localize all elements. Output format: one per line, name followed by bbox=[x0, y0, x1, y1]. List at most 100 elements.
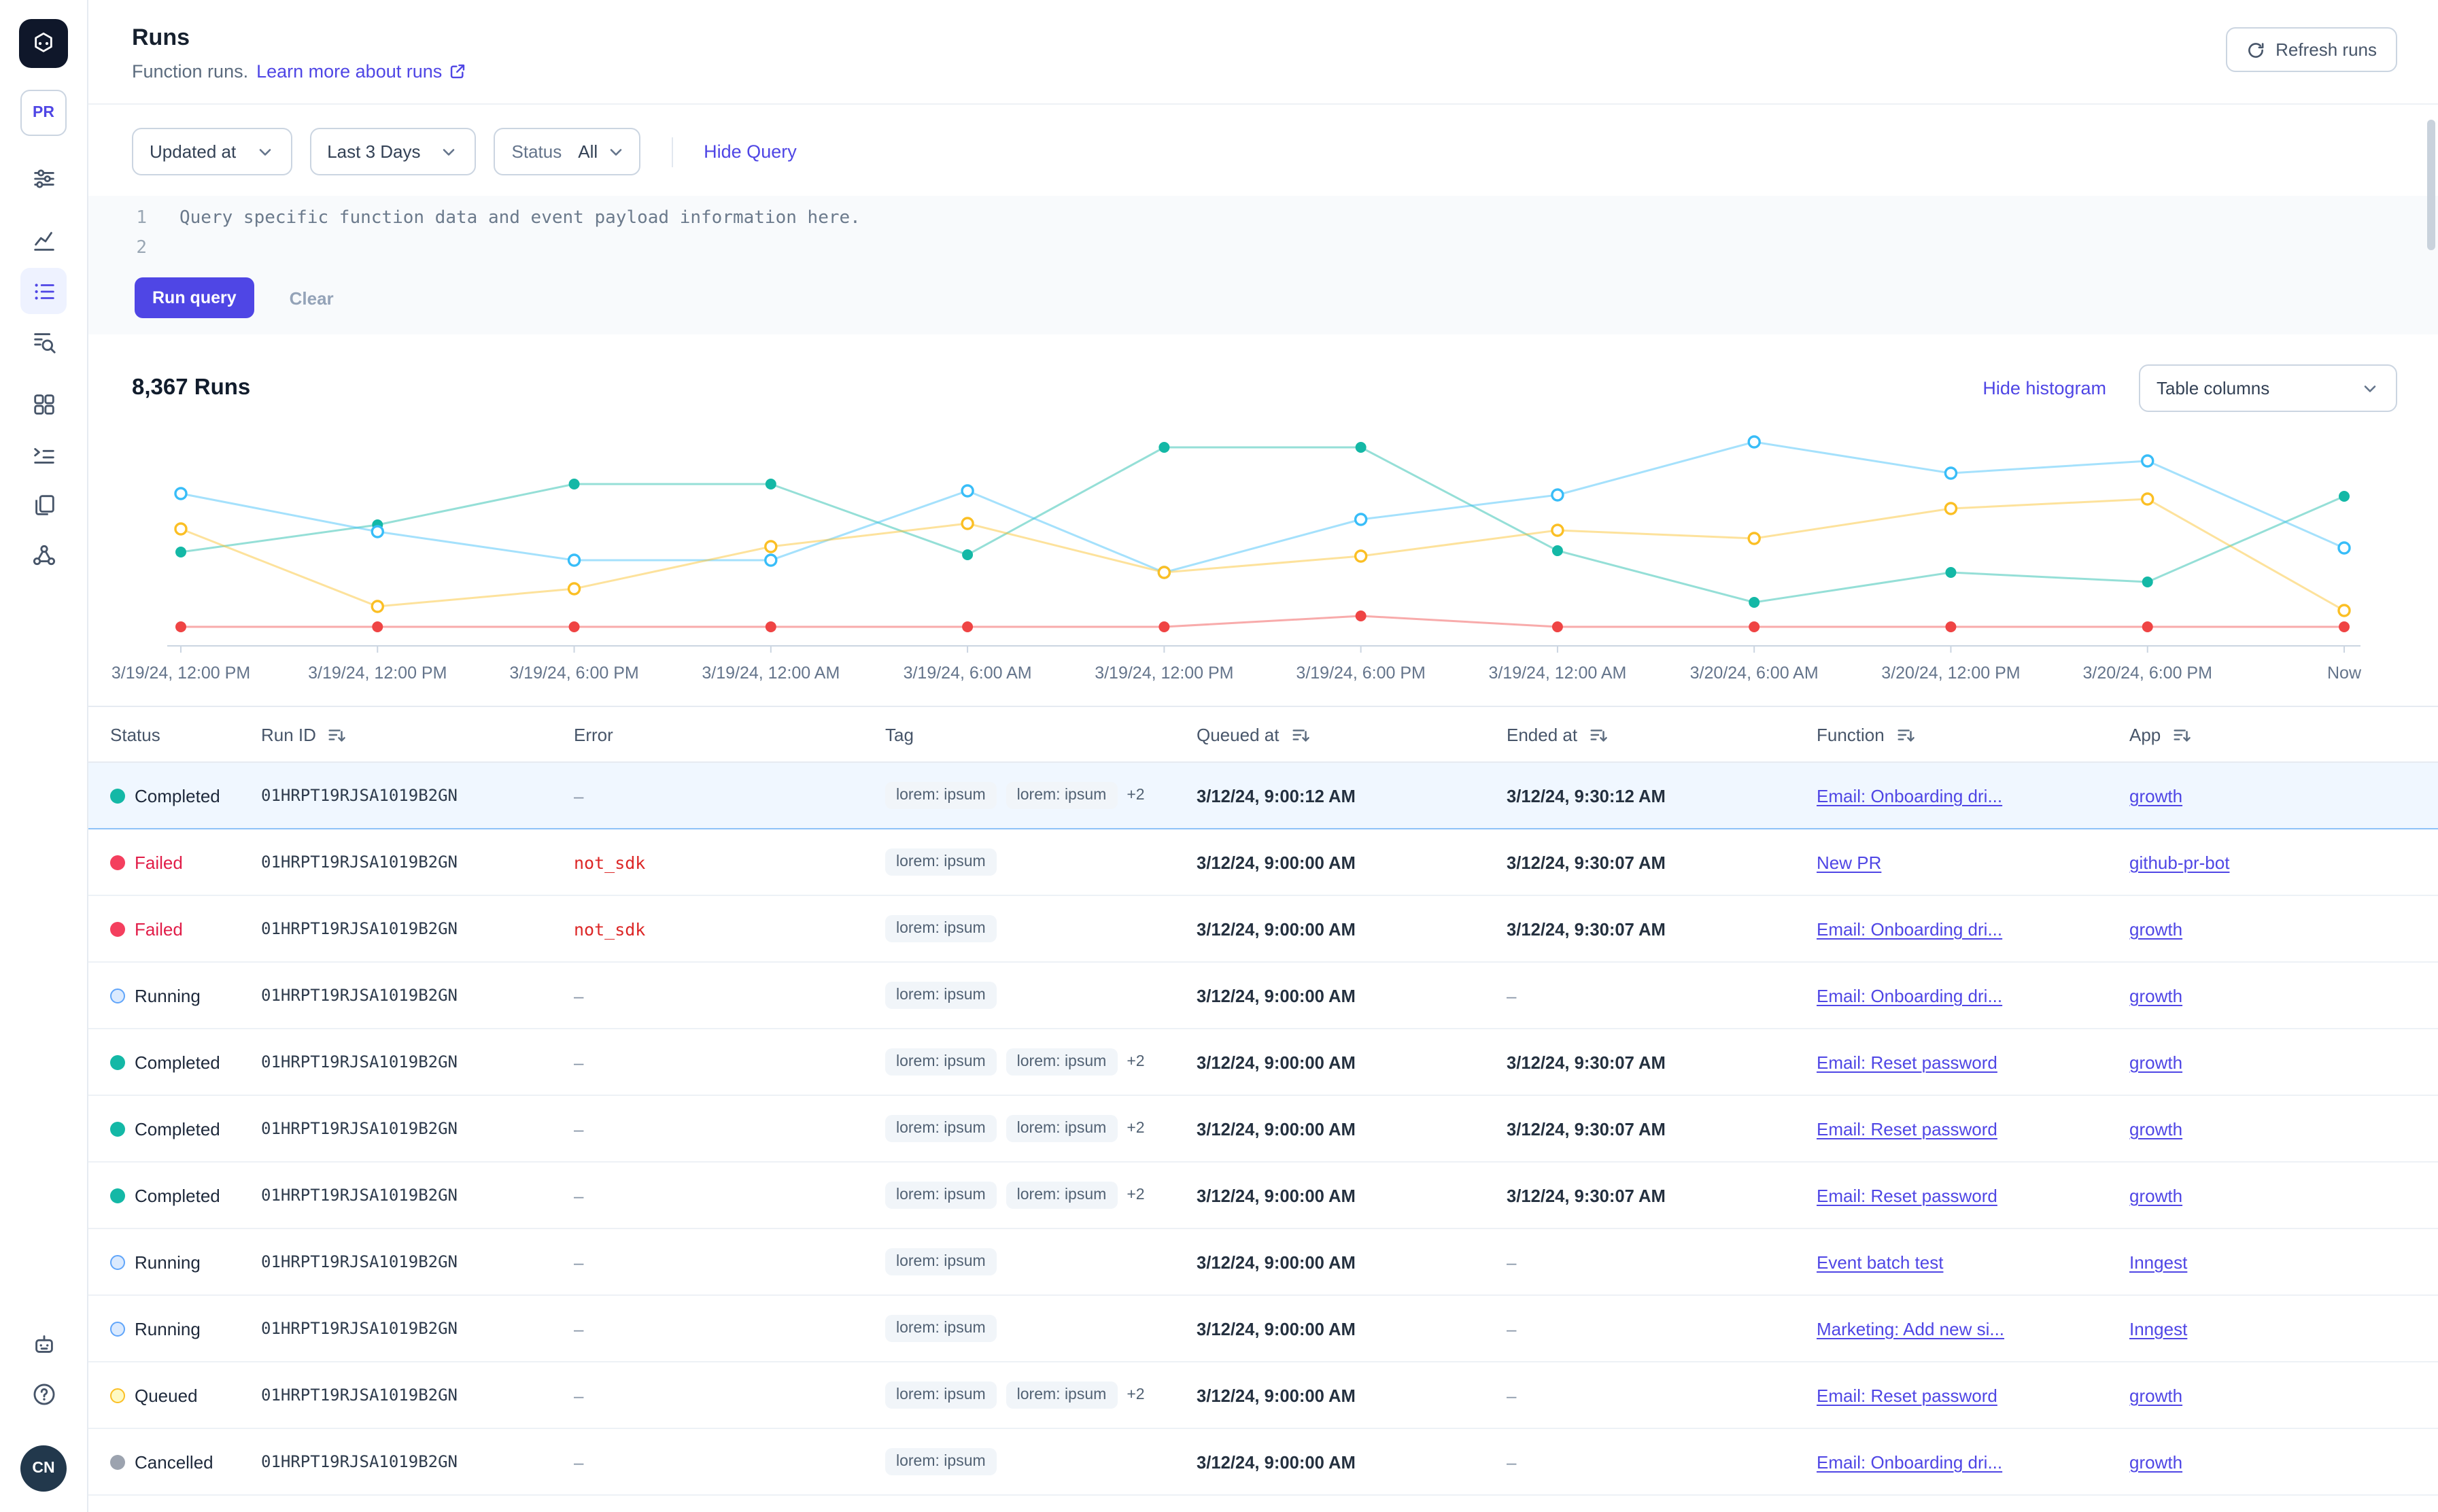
sort-icon bbox=[2171, 724, 2192, 744]
status-dot bbox=[110, 788, 125, 803]
app-link[interactable]: growth bbox=[2129, 985, 2182, 1006]
ended-at-cell: 3/12/24, 9:30:07 AM bbox=[1485, 1185, 1795, 1205]
ended-at-cell: – bbox=[1485, 1451, 1795, 1472]
column-header-error: Error bbox=[552, 724, 863, 744]
run-id-value: 01HRPT19RJSA1019B2GN bbox=[261, 1119, 458, 1138]
table-row[interactable]: Cancelled01HRPT19RJSA1019B2GN–lorem: ips… bbox=[88, 1429, 2438, 1496]
table-row[interactable]: Failed01HRPT19RJSA1019B2GNnot_sdklorem: … bbox=[88, 896, 2438, 963]
query-editor[interactable]: 1Query specific function data and event … bbox=[88, 196, 2438, 334]
function-link[interactable]: Email: Reset password bbox=[1817, 1385, 1997, 1405]
time-range-dropdown[interactable]: Last 3 Days bbox=[309, 128, 476, 175]
ended-at-cell: – bbox=[1485, 1385, 1795, 1405]
table-row[interactable]: Failed01HRPT19RJSA1019B2GNnot_sdklorem: … bbox=[88, 829, 2438, 896]
ended-at-value: 3/12/24, 9:30:07 AM bbox=[1507, 852, 1666, 872]
sidebar-item-list[interactable] bbox=[20, 268, 67, 314]
queued-at-value: 3/12/24, 9:00:00 AM bbox=[1197, 1185, 1356, 1205]
app-link[interactable]: Inngest bbox=[2129, 1318, 2187, 1339]
svg-text:Now: Now bbox=[2327, 664, 2362, 683]
user-avatar[interactable]: CN bbox=[20, 1445, 67, 1492]
table-row[interactable]: Queued01HRPT19RJSA1019B2GN–lorem: ipsuml… bbox=[88, 1362, 2438, 1429]
error-cell: – bbox=[552, 785, 863, 806]
column-header-ended-at[interactable]: Ended at bbox=[1485, 724, 1795, 744]
function-link[interactable]: Event batch test bbox=[1817, 1252, 1943, 1272]
clear-query-button[interactable]: Clear bbox=[281, 286, 342, 309]
svg-text:3/19/24, 12:00 PM: 3/19/24, 12:00 PM bbox=[111, 664, 250, 683]
app-cell: github-pr-bot bbox=[2108, 852, 2438, 872]
table-row[interactable]: Running01HRPT19RJSA1019B2GN–lorem: ipsum… bbox=[88, 1229, 2438, 1296]
queued-at-cell: 3/12/24, 9:00:00 AM bbox=[1175, 1118, 1485, 1139]
scrollbar-thumb[interactable] bbox=[2427, 120, 2435, 250]
sidebar-item-search-doc[interactable] bbox=[20, 318, 67, 364]
app-link[interactable]: github-pr-bot bbox=[2129, 852, 2229, 872]
error-value: – bbox=[574, 1052, 583, 1072]
refresh-runs-button[interactable]: Refresh runs bbox=[2225, 27, 2397, 72]
function-link[interactable]: Email: Reset password bbox=[1817, 1185, 1997, 1205]
run-query-button[interactable]: Run query bbox=[135, 277, 254, 318]
column-header-function[interactable]: Function bbox=[1795, 724, 2108, 744]
sidebar-item-help[interactable] bbox=[20, 1371, 67, 1417]
app-link[interactable]: growth bbox=[2129, 918, 2182, 939]
function-link[interactable]: Email: Onboarding dri... bbox=[1817, 1451, 2002, 1472]
tag-cell: lorem: ipsumlorem: ipsum+2 bbox=[863, 1115, 1175, 1142]
function-link[interactable]: Marketing: Add new si... bbox=[1817, 1318, 2004, 1339]
column-header-queued-at[interactable]: Queued at bbox=[1175, 724, 1485, 744]
function-link[interactable]: New PR bbox=[1817, 852, 1881, 872]
table-row[interactable]: Running01HRPT19RJSA1019B2GN–lorem: ipsum… bbox=[88, 963, 2438, 1029]
query-actions: Run query Clear bbox=[88, 264, 2438, 318]
tag-more-count: +2 bbox=[1127, 1187, 1144, 1203]
sidebar-item-grid[interactable] bbox=[20, 381, 67, 427]
table-columns-dropdown[interactable]: Table columns bbox=[2139, 364, 2397, 412]
error-cell: not_sdk bbox=[552, 852, 863, 872]
svg-text:3/19/24, 12:00 PM: 3/19/24, 12:00 PM bbox=[1095, 664, 1233, 683]
environment-badge[interactable]: PR bbox=[20, 90, 67, 136]
column-header-run-id[interactable]: Run ID bbox=[239, 724, 552, 744]
status-label: Completed bbox=[135, 1185, 220, 1205]
table-row[interactable]: Running01HRPT19RJSA1019B2GN–lorem: ipsum… bbox=[88, 1296, 2438, 1362]
learn-more-link[interactable]: Learn more about runs bbox=[256, 61, 466, 82]
sidebar-item-sliders[interactable] bbox=[20, 155, 67, 201]
ended-at-cell: 3/12/24, 9:30:07 AM bbox=[1485, 918, 1795, 939]
tag-chip: lorem: ipsum bbox=[885, 1048, 997, 1076]
sidebar-item-indent-list[interactable] bbox=[20, 431, 67, 477]
sidebar-item-robot[interactable] bbox=[20, 1320, 67, 1367]
app-link[interactable]: Inngest bbox=[2129, 1252, 2187, 1272]
table-row[interactable]: Completed01HRPT19RJSA1019B2GN–lorem: ips… bbox=[88, 1029, 2438, 1096]
app-cell: Inngest bbox=[2108, 1252, 2438, 1272]
table-row[interactable]: Completed01HRPT19RJSA1019B2GN–lorem: ips… bbox=[88, 763, 2438, 829]
function-link[interactable]: Email: Reset password bbox=[1817, 1118, 1997, 1139]
tag-cell: lorem: ipsum bbox=[863, 1248, 1175, 1275]
run-id-cell: 01HRPT19RJSA1019B2GN bbox=[239, 1052, 552, 1071]
column-label: Function bbox=[1817, 724, 1885, 744]
run-id-value: 01HRPT19RJSA1019B2GN bbox=[261, 853, 458, 872]
error-value: – bbox=[574, 1185, 583, 1205]
app-link[interactable]: growth bbox=[2129, 785, 2182, 806]
queued-at-cell: 3/12/24, 9:00:00 AM bbox=[1175, 1385, 1485, 1405]
app-link[interactable]: growth bbox=[2129, 1118, 2182, 1139]
status-dot bbox=[110, 1054, 125, 1069]
column-header-app[interactable]: App bbox=[2108, 724, 2438, 744]
error-value: – bbox=[574, 1318, 583, 1339]
function-link[interactable]: Email: Onboarding dri... bbox=[1817, 918, 2002, 939]
function-link[interactable]: Email: Onboarding dri... bbox=[1817, 985, 2002, 1006]
app-link[interactable]: growth bbox=[2129, 1451, 2182, 1472]
hide-histogram-link[interactable]: Hide histogram bbox=[1982, 378, 2106, 398]
status-filter-dropdown[interactable]: Status All bbox=[494, 128, 640, 175]
function-link[interactable]: Email: Onboarding dri... bbox=[1817, 785, 2002, 806]
sort-field-dropdown[interactable]: Updated at bbox=[132, 128, 292, 175]
hide-query-link[interactable]: Hide Query bbox=[704, 141, 797, 162]
table-row[interactable]: Completed01HRPT19RJSA1019B2GN–lorem: ips… bbox=[88, 1096, 2438, 1163]
table-row[interactable]: Completed01HRPT19RJSA1019B2GN–lorem: ips… bbox=[88, 1163, 2438, 1229]
sidebar-item-webhook[interactable] bbox=[20, 532, 67, 578]
tag-chip: lorem: ipsum bbox=[885, 782, 997, 809]
queued-at-value: 3/12/24, 9:00:12 AM bbox=[1197, 785, 1356, 806]
app-link[interactable]: growth bbox=[2129, 1385, 2182, 1405]
app-link[interactable]: growth bbox=[2129, 1185, 2182, 1205]
app-link[interactable]: growth bbox=[2129, 1052, 2182, 1072]
status-label: Failed bbox=[135, 918, 183, 939]
ended-at-cell: 3/12/24, 9:30:07 AM bbox=[1485, 1052, 1795, 1072]
sidebar-item-copy[interactable] bbox=[20, 481, 67, 528]
app-cell: growth bbox=[2108, 1052, 2438, 1072]
sidebar-item-line-chart[interactable] bbox=[20, 218, 67, 264]
app-logo[interactable] bbox=[19, 19, 68, 68]
function-link[interactable]: Email: Reset password bbox=[1817, 1052, 1997, 1072]
